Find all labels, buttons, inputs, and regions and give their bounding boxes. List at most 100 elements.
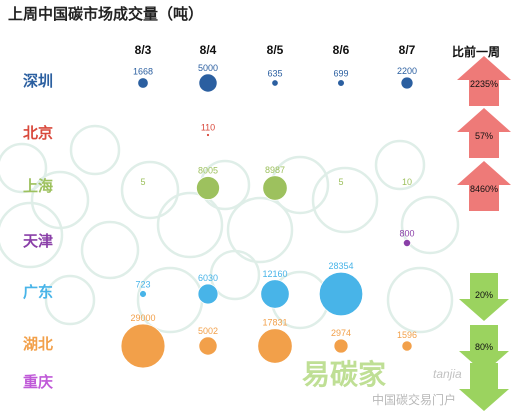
up-arrow-icon bbox=[457, 108, 511, 158]
down-arrow bbox=[459, 363, 509, 411]
value-label: 8005 bbox=[198, 165, 218, 175]
city-row: 湖北 29000 5002 17831 2974 1596 bbox=[23, 313, 417, 369]
watermark-circle bbox=[400, 195, 460, 255]
watermark-circle bbox=[120, 160, 180, 220]
watermark-logo: 易碳家 tanjia 中国碳交易门户 bbox=[302, 358, 462, 407]
bubble bbox=[337, 79, 345, 87]
city-row: 广东 723 6030 12160 28354 bbox=[23, 261, 364, 317]
bubble bbox=[198, 336, 218, 356]
city-row: 深圳 1668 5000 635 699 2200 bbox=[23, 63, 417, 93]
value-label: 800 bbox=[399, 228, 414, 238]
watermark-logo-latin: tanjia bbox=[433, 367, 462, 381]
watermark-circle bbox=[80, 220, 140, 280]
city-label: 湖北 bbox=[23, 335, 53, 353]
bubble bbox=[402, 238, 412, 248]
down-arrow: 20% bbox=[459, 273, 509, 321]
value-label: 17831 bbox=[262, 318, 287, 328]
city-label: 广东 bbox=[23, 283, 53, 301]
city-label: 深圳 bbox=[23, 72, 53, 90]
bubble bbox=[400, 76, 414, 90]
bubble bbox=[198, 73, 218, 93]
city-label: 上海 bbox=[23, 177, 53, 195]
city-row: 北京 110 bbox=[23, 123, 215, 143]
weekly-change-arrows: 2235% 57% 8460% 20% 80% bbox=[457, 56, 511, 411]
date-label: 8/4 bbox=[200, 43, 217, 57]
value-label: 5 bbox=[140, 177, 145, 187]
value-label: 12160 bbox=[262, 269, 287, 279]
value-label: 28354 bbox=[328, 261, 353, 271]
up-arrow: 57% bbox=[457, 108, 511, 158]
watermark-circle bbox=[156, 191, 224, 259]
change-percent: 8460% bbox=[470, 184, 498, 194]
bubble bbox=[120, 323, 166, 369]
bubble bbox=[262, 175, 288, 201]
city-row: 天津 800 bbox=[23, 228, 415, 250]
watermark-circle bbox=[311, 166, 379, 234]
value-label: 6030 bbox=[198, 273, 218, 283]
bubble bbox=[257, 328, 293, 364]
watermark-circle bbox=[374, 139, 426, 191]
watermark-circle bbox=[209, 249, 261, 301]
date-label: 8/3 bbox=[135, 43, 152, 57]
change-column-header: 比前一周 bbox=[452, 44, 500, 59]
down-arrow-icon bbox=[459, 273, 509, 321]
bubble bbox=[139, 290, 147, 298]
value-label: 5 bbox=[338, 177, 343, 187]
date-column-labels: 8/3 8/4 8/5 8/6 8/7 bbox=[135, 43, 416, 57]
chart-title: 上周中国碳市场成交量（吨） bbox=[8, 5, 203, 23]
bubble bbox=[333, 338, 349, 354]
watermark-circle bbox=[44, 274, 96, 326]
city-label: 天津 bbox=[23, 232, 53, 250]
bubble bbox=[271, 79, 279, 87]
up-arrow-icon bbox=[457, 56, 511, 106]
watermark-circle bbox=[226, 196, 294, 264]
background-watermark bbox=[0, 124, 460, 334]
value-label: 29000 bbox=[130, 313, 155, 323]
value-label: 635 bbox=[267, 69, 282, 79]
bubble bbox=[206, 133, 210, 137]
bubble bbox=[137, 77, 149, 89]
watermark-subtitle: 中国碳交易门户 bbox=[372, 392, 456, 407]
value-label: 2200 bbox=[397, 66, 417, 76]
bubble bbox=[197, 283, 219, 305]
change-percent: 57% bbox=[475, 131, 493, 141]
watermark-circle bbox=[0, 201, 64, 269]
city-rows: 深圳 1668 5000 635 699 2200 北京 110 上海 5 8005 8987 5 10 天… bbox=[23, 63, 417, 391]
value-label: 8987 bbox=[265, 165, 285, 175]
bubble bbox=[318, 271, 364, 317]
value-label: 699 bbox=[333, 69, 348, 79]
bubble bbox=[196, 176, 220, 200]
value-label: 5002 bbox=[198, 326, 218, 336]
date-label: 8/6 bbox=[333, 43, 350, 57]
value-label: 10 bbox=[402, 177, 412, 187]
value-label: 1668 bbox=[133, 67, 153, 77]
value-label: 110 bbox=[201, 123, 215, 133]
date-label: 8/7 bbox=[399, 43, 416, 57]
value-label: 723 bbox=[135, 280, 150, 290]
change-percent: 20% bbox=[475, 290, 493, 300]
down-arrow-icon bbox=[459, 325, 509, 373]
date-label: 8/5 bbox=[267, 43, 284, 57]
city-row: 上海 5 8005 8987 5 10 bbox=[23, 165, 412, 201]
bubble bbox=[401, 340, 413, 352]
down-arrow: 80% bbox=[459, 325, 509, 373]
change-percent: 80% bbox=[475, 342, 493, 352]
watermark-circle bbox=[0, 142, 48, 194]
watermark-circle bbox=[30, 170, 90, 230]
up-arrow: 8460% bbox=[457, 161, 511, 211]
watermark-circle bbox=[386, 266, 454, 334]
bubble bbox=[260, 279, 290, 309]
watermark-circle bbox=[69, 124, 121, 176]
value-label: 1596 bbox=[397, 330, 417, 340]
city-label: 北京 bbox=[23, 124, 53, 142]
city-label: 重庆 bbox=[23, 373, 53, 391]
change-percent: 2235% bbox=[470, 79, 498, 89]
value-label: 2974 bbox=[331, 328, 351, 338]
up-arrow: 2235% bbox=[457, 56, 511, 106]
down-arrow-icon bbox=[459, 363, 509, 411]
watermark-logo-text: 易碳家 bbox=[302, 358, 386, 391]
up-arrow-icon bbox=[457, 161, 511, 211]
value-label: 5000 bbox=[198, 63, 218, 73]
city-row: 重庆 bbox=[23, 373, 53, 391]
